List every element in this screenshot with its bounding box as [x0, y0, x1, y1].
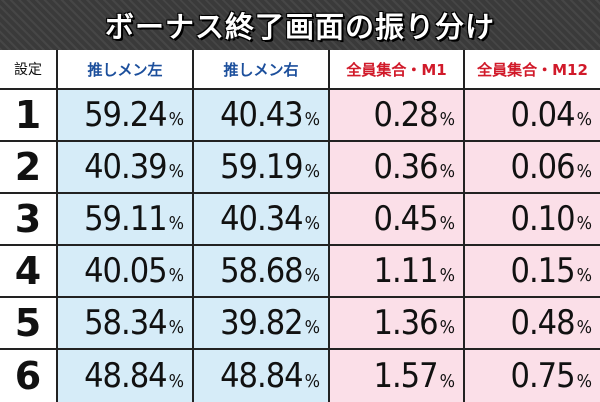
- percent-unit: %: [439, 371, 455, 392]
- setting-number: 6: [0, 350, 58, 402]
- value-cell: 0.48%: [465, 298, 600, 350]
- header-all-m12: 全員集合・M12: [465, 50, 600, 90]
- value-cell: 59.11%: [58, 194, 194, 246]
- setting-number: 1: [0, 90, 58, 142]
- value-cell: 40.43%: [194, 90, 330, 142]
- value-cell: 1.36%: [330, 298, 465, 350]
- setting-number: 4: [0, 246, 58, 298]
- percent-unit: %: [304, 317, 320, 338]
- value-number: 0.28: [373, 95, 439, 135]
- percent-unit: %: [576, 371, 592, 392]
- percent-unit: %: [304, 371, 320, 392]
- value-number: 1.11: [373, 251, 439, 291]
- value-cell: 1.11%: [330, 246, 465, 298]
- value-number: 40.39: [84, 147, 168, 187]
- value-cell: 48.84%: [58, 350, 194, 402]
- value-number: 0.15: [510, 251, 576, 291]
- value-number: 1.36: [373, 303, 439, 343]
- value-cell: 58.68%: [194, 246, 330, 298]
- percent-unit: %: [439, 109, 455, 130]
- value-number: 0.10: [510, 199, 576, 239]
- value-cell: 0.75%: [465, 350, 600, 402]
- percent-unit: %: [168, 213, 184, 234]
- value-cell: 0.15%: [465, 246, 600, 298]
- percent-unit: %: [168, 265, 184, 286]
- value-number: 59.11: [84, 199, 168, 239]
- header-all-m1: 全員集合・M1: [330, 50, 465, 90]
- value-cell: 0.28%: [330, 90, 465, 142]
- value-number: 48.84: [84, 356, 168, 396]
- header-oshimen-left: 推しメン左: [58, 50, 194, 90]
- value-cell: 40.39%: [58, 142, 194, 194]
- value-number: 58.34: [84, 303, 168, 343]
- title-banner: ボーナス終了画面の振り分け: [0, 0, 600, 50]
- percent-unit: %: [576, 317, 592, 338]
- percent-unit: %: [168, 109, 184, 130]
- distribution-table: 設定 推しメン左 推しメン右 全員集合・M1 全員集合・M12 1 59.24%…: [0, 50, 600, 402]
- value-cell: 40.05%: [58, 246, 194, 298]
- value-cell: 40.34%: [194, 194, 330, 246]
- value-cell: 1.57%: [330, 350, 465, 402]
- header-oshimen-right: 推しメン右: [194, 50, 330, 90]
- value-cell: 48.84%: [194, 350, 330, 402]
- percent-unit: %: [576, 213, 592, 234]
- percent-unit: %: [304, 109, 320, 130]
- value-number: 59.24: [84, 95, 168, 135]
- percent-unit: %: [439, 317, 455, 338]
- page-title: ボーナス終了画面の振り分け: [104, 10, 495, 44]
- percent-unit: %: [168, 317, 184, 338]
- value-number: 39.82: [220, 303, 304, 343]
- setting-number: 5: [0, 298, 58, 350]
- value-cell: 39.82%: [194, 298, 330, 350]
- value-number: 40.05: [84, 251, 168, 291]
- percent-unit: %: [576, 109, 592, 130]
- value-number: 0.36: [373, 147, 439, 187]
- percent-unit: %: [168, 161, 184, 182]
- header-setting: 設定: [0, 50, 58, 90]
- percent-unit: %: [439, 161, 455, 182]
- value-cell: 0.45%: [330, 194, 465, 246]
- value-cell: 0.06%: [465, 142, 600, 194]
- value-number: 48.84: [220, 356, 304, 396]
- percent-unit: %: [304, 161, 320, 182]
- percent-unit: %: [304, 265, 320, 286]
- value-number: 1.57: [373, 356, 439, 396]
- value-number: 0.45: [373, 199, 439, 239]
- value-cell: 59.19%: [194, 142, 330, 194]
- setting-number: 2: [0, 142, 58, 194]
- percent-unit: %: [439, 265, 455, 286]
- value-number: 0.48: [510, 303, 576, 343]
- setting-number: 3: [0, 194, 58, 246]
- value-cell: 59.24%: [58, 90, 194, 142]
- value-cell: 0.36%: [330, 142, 465, 194]
- value-number: 40.34: [220, 199, 304, 239]
- percent-unit: %: [576, 265, 592, 286]
- value-cell: 0.04%: [465, 90, 600, 142]
- value-number: 0.04: [510, 95, 576, 135]
- value-number: 40.43: [220, 95, 304, 135]
- value-number: 59.19: [220, 147, 304, 187]
- value-number: 0.75: [510, 356, 576, 396]
- percent-unit: %: [304, 213, 320, 234]
- percent-unit: %: [168, 371, 184, 392]
- value-cell: 0.10%: [465, 194, 600, 246]
- percent-unit: %: [576, 161, 592, 182]
- value-cell: 58.34%: [58, 298, 194, 350]
- value-number: 0.06: [510, 147, 576, 187]
- percent-unit: %: [439, 213, 455, 234]
- value-number: 58.68: [220, 251, 304, 291]
